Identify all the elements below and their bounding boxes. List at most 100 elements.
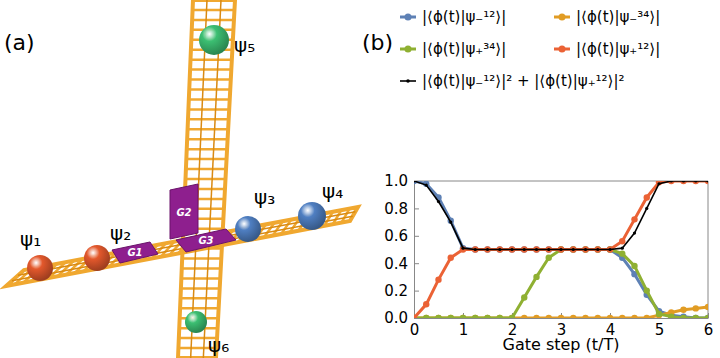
marker [682,181,685,183]
vertical-track-rung [182,267,221,270]
tick: 0.2 [384,282,419,300]
vertical-track-rung [193,9,235,12]
marker [584,248,587,251]
marker [484,315,490,318]
marker [437,200,440,203]
legend-label: |⟨ϕ(t)|ψ₋³⁴⟩| [576,8,660,26]
tick-label: 6 [704,321,714,339]
marker [680,307,686,313]
qubit [185,311,207,333]
tick-label: 0.8 [384,200,408,218]
marker [570,315,576,318]
marker [680,315,686,318]
vertical-track-rung [189,98,230,101]
marker [693,315,699,318]
legend-label: |⟨ϕ(t)|ψ₊³⁴⟩| [422,40,506,58]
qubit-label: ψ₄ [322,179,343,203]
qubit-label: ψ₃ [254,185,275,209]
marker [509,315,515,318]
panel-a: (a)G1G2G3ψ₁ψ₂ψ₃ψ₄ψ₅ψ₆ [4,0,358,358]
legend-marker [405,14,412,21]
marker [644,287,650,293]
vertical-track-rung [186,158,226,161]
legend-item: |⟨ϕ(t)|ψ₋³⁴⟩| [554,8,660,26]
tick-label: 1 [459,321,469,339]
gate [112,242,158,263]
marker [582,315,588,318]
tick-mark [414,236,419,237]
marker [414,315,417,318]
legend-item: |⟨ϕ(t)|ψ₋¹²⟩| [400,8,506,26]
legend-item: |⟨ϕ(t)|ψ₊¹²⟩| [554,40,660,58]
marker [631,315,637,318]
gate-label: G1 [127,247,142,258]
series-line [414,181,708,318]
tick-mark [708,313,709,318]
tick: 0.4 [384,255,419,273]
marker [633,231,636,234]
marker [693,315,699,318]
marker [657,182,660,185]
tick-label: 0.0 [384,309,408,327]
panel-b: (b)01234560.00.20.40.60.81.0Gate step (t… [362,8,713,354]
tick: 0.8 [384,200,419,218]
marker [547,248,550,251]
legend-item: |⟨ϕ(t)|ψ₋¹²⟩|² + |⟨ϕ(t)|ψ₊¹²⟩|² [400,72,625,90]
marker [533,315,539,318]
legend-marker [405,46,412,53]
qubit-label: ψ₁ [20,227,41,251]
gate [170,184,198,239]
marker [423,315,429,318]
vertical-track-rung [186,178,226,181]
legend-item: |⟨ϕ(t)|ψ₊³⁴⟩| [400,40,506,58]
marker [558,315,564,318]
vertical-track-rung [188,108,229,111]
marker [607,315,613,318]
tick-label: 0.2 [384,282,408,300]
gate-label: G3 [198,235,213,246]
marker [486,248,489,251]
vertical-track-rung [188,128,229,131]
tick: 0.6 [384,227,419,245]
marker [631,263,637,269]
legend-marker [559,14,566,21]
vertical-track-rung [187,148,227,151]
vertical-track-rung [181,297,220,300]
axis-line [414,182,415,319]
tick: 0.0 [384,309,419,327]
horizontal-track-rung [333,210,342,224]
vertical-track-rung [192,19,234,22]
tick: 1.0 [384,172,419,190]
gate [176,229,236,252]
marker [460,246,466,252]
vertical-track-rung [187,138,227,141]
marker [510,248,513,251]
marker [414,181,416,183]
marker [546,315,552,318]
tick-label: 0 [410,321,420,339]
marker [460,315,466,318]
qubit-label: ψ₂ [110,221,131,245]
vertical-track-rail [191,0,207,358]
marker [572,248,575,251]
tick-label: 0.6 [384,227,408,245]
vertical-track-rung [186,168,226,171]
tick-mark [414,208,419,209]
marker [497,315,503,318]
marker [535,248,538,251]
axis-line [415,318,709,319]
legend-marker [559,46,566,53]
marker [693,305,699,311]
y-axis: 0.0 0.2 0.4 0.6 0.8 1.0 [384,172,419,327]
marker [621,247,624,250]
marker [498,248,501,251]
marker [631,216,637,222]
gate-label: G2 [176,207,191,218]
marker [521,315,527,318]
qubit [27,255,53,281]
vertical-track [178,0,235,358]
vertical-track-rung [181,287,220,290]
marker [423,315,429,318]
marker [644,194,650,200]
marker [619,250,625,256]
